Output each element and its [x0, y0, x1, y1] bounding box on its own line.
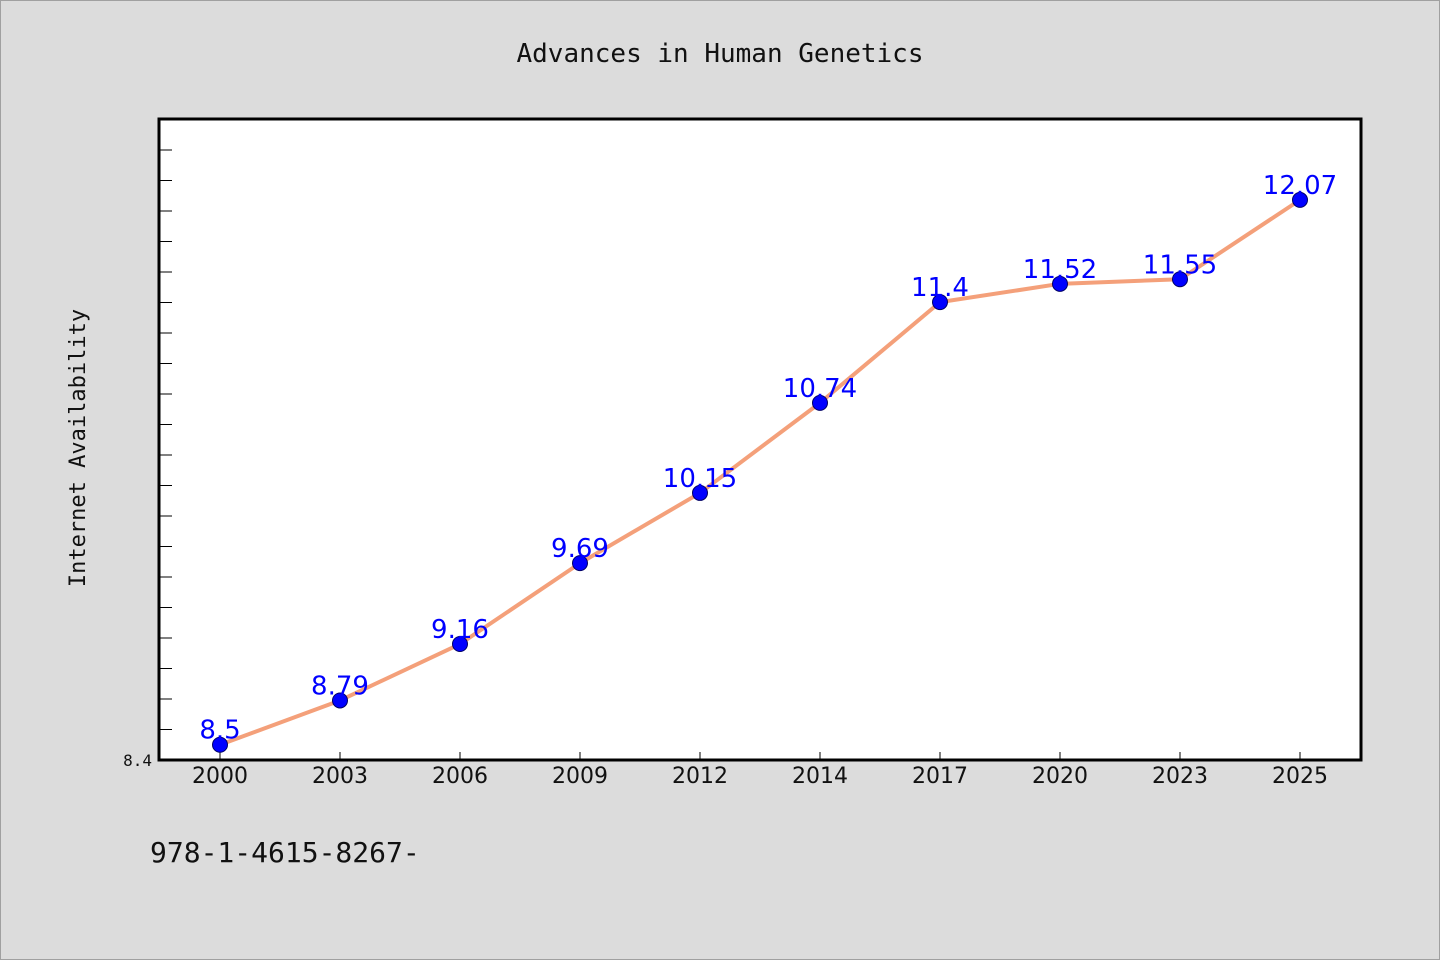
plot-border [157, 117, 1363, 762]
data-point [452, 636, 468, 653]
data-label: 9.16 [431, 615, 489, 645]
data-label: 11.4 [911, 273, 969, 303]
footnote-isbn: 978-1-4615-8267- [150, 836, 420, 869]
x-tick-label: 2012 [672, 764, 728, 789]
data-point [572, 555, 588, 572]
y-axis-ticks [159, 149, 172, 761]
series-line [219, 198, 1302, 747]
x-tick-label: 2025 [1272, 764, 1328, 789]
data-point [332, 692, 348, 709]
plot-area [159, 119, 1361, 760]
chart-title: Advances in Human Genetics [517, 39, 924, 69]
y-axis-label: Internet Availability [66, 309, 91, 587]
x-tick-label: 2009 [552, 764, 608, 789]
data-label: 8.79 [311, 671, 369, 701]
data-label: 10.15 [663, 464, 737, 494]
x-tick-label: 2017 [912, 764, 968, 789]
data-label: 12.07 [1263, 171, 1337, 201]
x-tick-label: 2014 [792, 764, 848, 789]
series-layer: 8.5 8.79 9.16 9.69 10.15 10.74 11.4 11.52 11.55 1… [199, 171, 1337, 753]
x-tick-label: 2003 [312, 764, 368, 789]
x-tick-label: 2006 [432, 764, 488, 789]
x-axis-ticks: 2000 2003 2006 2009 2012 2014 2017 2020 2023 2025 [192, 752, 1328, 789]
data-label: 11.52 [1023, 255, 1097, 285]
data-label: 10.74 [783, 374, 857, 404]
data-point [692, 484, 708, 501]
x-tick-label: 2023 [1152, 764, 1208, 789]
data-label: 8.5 [199, 716, 240, 746]
data-point [212, 736, 228, 753]
x-tick-label: 2020 [1032, 764, 1088, 789]
data-label: 9.69 [551, 534, 609, 564]
y-axis-min-label: 8.4 [123, 751, 152, 770]
data-point [932, 294, 948, 311]
data-point [1172, 271, 1188, 288]
data-point [812, 394, 828, 411]
x-tick-label: 2000 [192, 764, 248, 789]
data-point [1052, 275, 1068, 292]
data-label: 11.55 [1143, 250, 1217, 280]
data-point [1292, 191, 1308, 208]
